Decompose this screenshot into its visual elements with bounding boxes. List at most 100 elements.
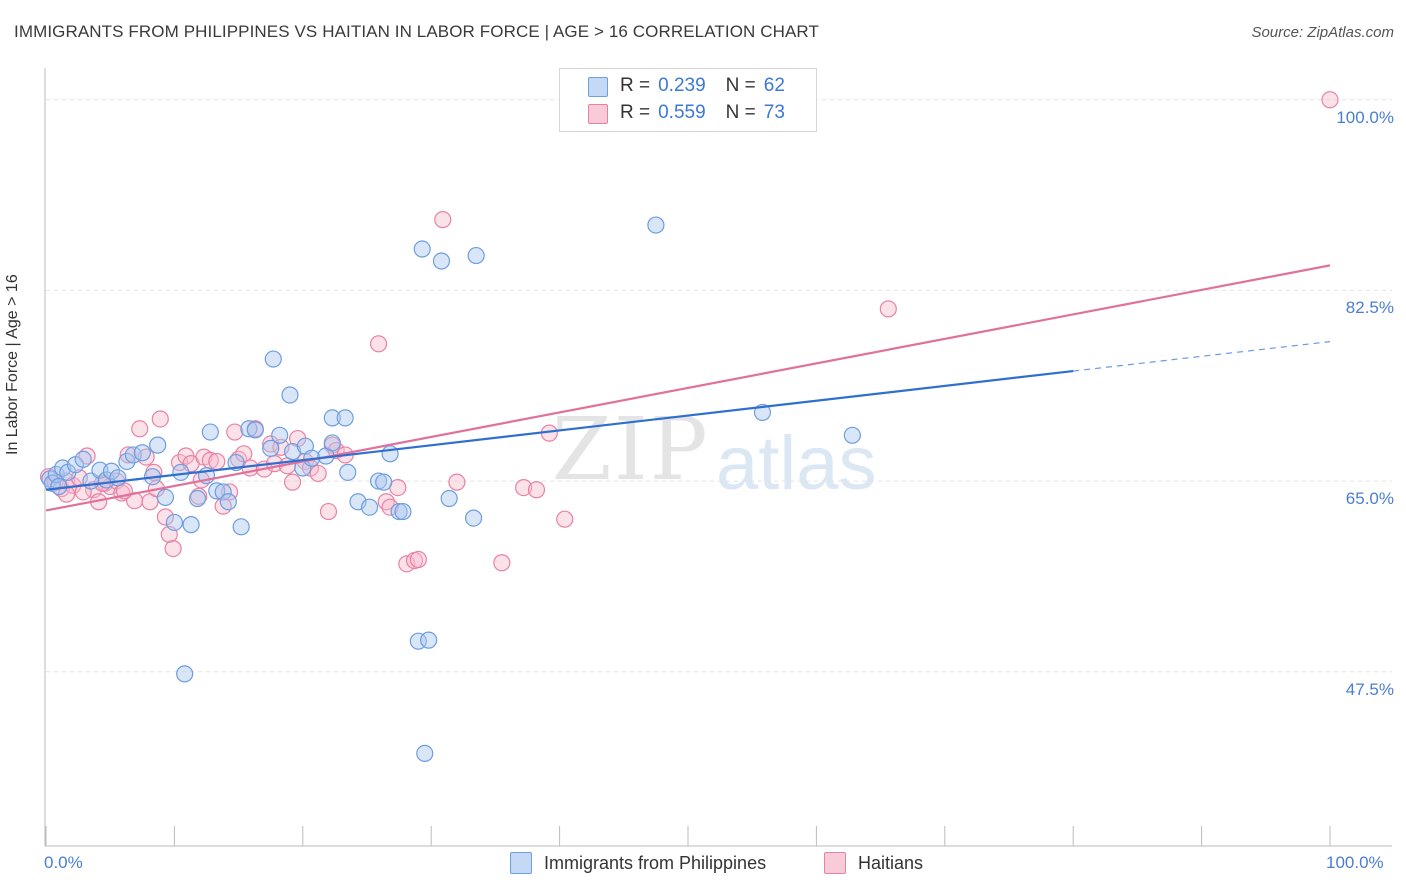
philippines-point [420,631,438,649]
haitians-point [319,502,338,521]
y-tick-label: 82.5% [1345,298,1394,318]
philippines-point [262,439,280,457]
legend-swatch-philippines [588,77,608,97]
haitians-point [164,540,182,558]
philippines-point [165,513,183,532]
philippines-point [375,473,393,491]
legend-row-haitians: R = 0.559 N = 73 [620,101,785,125]
philippines-point [394,502,412,521]
chart-title: IMMIGRANTS FROM PHILIPPINES VS HAITIAN I… [14,22,819,41]
trend-lines [45,264,1331,512]
grid-lines [46,99,1392,673]
haitians-point [1321,91,1339,109]
haitians-trend-line [45,264,1331,512]
philippines-point [283,443,302,461]
philippines-point [416,744,434,763]
haitians-point [369,335,388,353]
philippines-point [390,502,408,521]
philippines-point [246,421,264,439]
philippines-point [336,409,354,427]
philippines-point [201,423,219,441]
philippines-point [271,426,289,444]
philippines-point [182,516,200,534]
legend-item-haitians[interactable]: Haitians [824,850,923,876]
philippines-point [440,489,458,508]
philippines-trend-extension [1073,341,1331,372]
philippines-point [360,498,379,516]
philippines-point [50,477,68,496]
philippines-point [240,420,258,438]
haitians-point [131,420,149,438]
legend-label: Haitians [858,852,924,873]
philippines-point [156,488,175,507]
philippines-point [176,665,194,683]
haitians-point [515,479,533,497]
haitians-point [493,554,511,572]
philippines-point [464,509,483,527]
y-tick-label: 65.0% [1345,489,1394,509]
philippines-points [41,216,861,763]
philippines-point [172,463,190,481]
haitians-point [309,464,327,483]
stats-legend: R = 0.239 N = 62 R = 0.559 N = 73 [559,68,817,132]
philippines-point [188,489,207,508]
haitians-point [409,550,427,569]
n-label: N = [725,102,756,123]
haitians-point [262,435,280,453]
haitians-point [156,508,175,526]
r-value: 0.239 [658,75,706,96]
n-value: 62 [763,75,785,96]
philippines-point [74,450,92,468]
philippines-point [214,483,232,501]
philippines-point [323,409,341,427]
haitians-point [119,446,137,464]
n-value: 73 [763,102,785,123]
legend-swatch [824,852,846,874]
haitians-point [879,300,897,318]
haitians-point [527,481,546,499]
philippines-point [432,252,451,270]
philippines-point [149,436,167,454]
haitians-point [226,423,244,441]
haitians-point [208,452,226,471]
philippines-point [381,445,399,463]
legend-row-philippines: R = 0.239 N = 62 [620,74,785,98]
haitians-point [448,473,466,491]
y-tick-label: 100.0% [1336,107,1394,127]
r-label: R = [620,75,651,96]
haitians-point [151,410,169,428]
n-label: N = [725,75,756,96]
watermark-atlas: atlas [716,421,877,506]
philippines-point [109,469,127,487]
philippines-point [232,518,250,536]
legend-label: Immigrants from Philippines [544,852,767,873]
y-axis-label: In Labor Force | Age > 16 [4,274,21,455]
philippines-point [467,246,485,265]
y-tick-label: 47.5% [1345,679,1394,699]
philippines-point [413,240,431,258]
philippines-point [647,216,665,234]
x-tick-label-min: 0.0% [44,853,83,872]
haitians-point [434,211,452,229]
philippines-point [339,463,357,481]
r-value: 0.559 [658,102,706,123]
philippines-point [281,386,299,404]
philippines-point [133,444,151,462]
legend-swatch-haitians [588,104,608,124]
philippines-point [118,452,136,471]
haitians-point [556,510,574,528]
philippines-point [323,434,341,452]
philippines-point [102,462,121,480]
legend-swatch [510,852,532,874]
r-label: R = [620,102,651,123]
philippines-point [369,472,388,490]
philippines-point [208,482,226,500]
haitians-point [283,473,302,491]
legend-item-philippines[interactable]: Immigrants from Philippines [510,850,766,876]
source-label: Source: ZipAtlas.com [1251,24,1394,41]
axes [44,68,1392,847]
philippines-trend-line [45,369,1074,491]
philippines-point [264,350,282,368]
philippines-point [219,493,237,511]
